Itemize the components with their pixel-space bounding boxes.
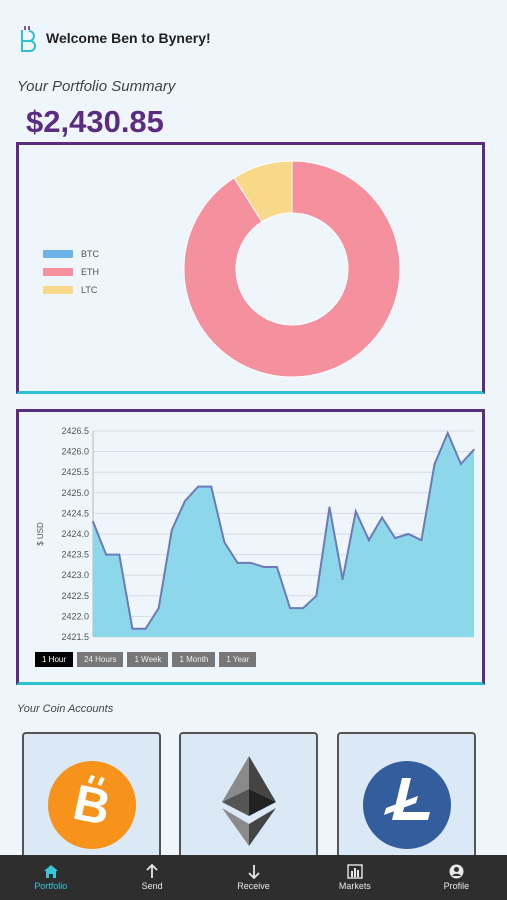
price-point[interactable] [446, 432, 449, 434]
y-tick-label: 2422.5 [61, 591, 89, 601]
user-icon [449, 864, 464, 879]
price-point[interactable] [262, 566, 265, 568]
bitcoin-account-card[interactable]: B [22, 732, 161, 862]
nav-receive[interactable]: Receive [203, 855, 304, 900]
y-axis-label: $ USD [36, 522, 45, 546]
price-point[interactable] [276, 566, 278, 568]
legend-swatch-btc [43, 250, 73, 258]
time-range-selector: 1 Hour 24 Hours 1 Week 1 Month 1 Year [35, 652, 257, 667]
y-tick-label: 2424.5 [61, 508, 89, 518]
y-tick-label: 2423.0 [61, 570, 89, 580]
bottom-navigation: Portfolio Send Receive Markets Profile [0, 855, 507, 900]
bitcoin-icon: B [47, 761, 136, 849]
price-point[interactable] [315, 595, 318, 597]
y-tick-label: 2422.0 [61, 611, 89, 621]
price-point[interactable] [473, 448, 475, 451]
price-point[interactable] [433, 463, 436, 465]
price-line [92, 430, 475, 630]
price-point[interactable] [289, 607, 291, 609]
range-1-hour-button[interactable]: 1 Hour [35, 652, 74, 667]
nav-label-receive: Receive [237, 881, 270, 891]
legend-label-btc: BTC [81, 249, 99, 259]
nav-label-markets: Markets [338, 881, 371, 891]
price-point[interactable] [171, 529, 173, 531]
bynery-logo-icon [21, 26, 36, 52]
arrow-up-icon [146, 864, 158, 878]
price-point[interactable] [157, 607, 160, 609]
bar-chart-icon [347, 864, 363, 879]
litecoin-icon [362, 761, 451, 849]
price-point[interactable] [92, 520, 94, 523]
price-area-fill [93, 433, 474, 637]
home-icon [43, 865, 58, 878]
nav-send[interactable]: Send [101, 855, 202, 900]
price-point[interactable] [394, 537, 396, 539]
legend-swatch-eth [43, 268, 73, 276]
price-point[interactable] [381, 516, 383, 519]
nav-portfolio[interactable]: Portfolio [0, 855, 101, 900]
arrow-down-icon [247, 865, 260, 879]
allocation-donut-card: BTC ETH LTC [16, 142, 485, 394]
app-header: Welcome Ben to Bynery! [0, 0, 507, 70]
coin-accounts-title: Your Coin Accounts [17, 703, 114, 715]
price-point[interactable] [197, 485, 199, 488]
litecoin-account-card[interactable] [337, 732, 476, 862]
price-point[interactable] [341, 578, 344, 581]
y-tick-label: 2424.0 [61, 529, 89, 539]
nav-profile[interactable]: Profile [406, 855, 507, 900]
y-tick-label: 2426.5 [61, 426, 89, 436]
nav-label-send: Send [141, 881, 163, 891]
price-point[interactable] [131, 627, 134, 630]
price-point[interactable] [210, 485, 213, 488]
price-chart-card: 2426.5 2426.0 2425.5 2425.0 2424.5 2424.0 2423… [16, 409, 485, 685]
legend-item-eth[interactable]: ETH [43, 263, 99, 281]
price-point[interactable] [144, 627, 147, 630]
ethereum-icon [221, 756, 276, 846]
nav-markets[interactable]: Markets [304, 855, 405, 900]
portfolio-summary-title: Your Portfolio Summary [17, 78, 176, 95]
range-1-month-button[interactable]: 1 Month [172, 652, 216, 667]
price-point[interactable] [184, 500, 186, 502]
price-point[interactable] [249, 562, 252, 564]
nav-label-profile: Profile [443, 881, 470, 891]
y-tick-label: 2425.0 [61, 488, 89, 498]
legend-label-ltc: LTC [81, 285, 98, 295]
price-point[interactable] [118, 553, 121, 556]
nav-label-portfolio: Portfolio [34, 881, 68, 891]
price-point[interactable] [368, 539, 370, 541]
price-point[interactable] [223, 541, 226, 544]
range-1-week-button[interactable]: 1 Week [127, 652, 169, 667]
legend-label-eth: ETH [81, 267, 99, 277]
y-tick-label: 2423.5 [61, 550, 89, 560]
ethereum-account-card[interactable] [179, 732, 318, 862]
donut-slice-ltc[interactable] [233, 160, 293, 223]
price-point[interactable] [354, 510, 357, 513]
donut-slice-eth[interactable] [183, 160, 401, 378]
price-point[interactable] [236, 562, 239, 564]
legend-swatch-ltc [43, 286, 73, 294]
price-point[interactable] [407, 533, 410, 535]
y-tick-label: 2426.0 [61, 447, 89, 457]
range-24-hours-button[interactable]: 24 Hours [77, 652, 124, 667]
y-tick-label: 2425.5 [61, 467, 89, 477]
price-line-chart: 2426.5 2426.0 2425.5 2425.0 2424.5 2424.0 2423… [36, 426, 475, 642]
price-point[interactable] [105, 553, 107, 556]
donut-legend: BTC ETH LTC [43, 245, 99, 299]
price-point[interactable] [302, 607, 305, 609]
price-point[interactable] [328, 506, 331, 509]
legend-item-ltc[interactable]: LTC [43, 281, 99, 299]
portfolio-total: $2,430.85 [26, 104, 164, 139]
allocation-donut-chart [183, 160, 401, 378]
welcome-text: Welcome Ben to Bynery! [46, 30, 211, 46]
y-tick-label: 2421.5 [61, 632, 89, 642]
price-point[interactable] [420, 539, 423, 541]
legend-item-btc[interactable]: BTC [43, 245, 99, 263]
range-1-year-button[interactable]: 1 Year [219, 652, 257, 667]
price-point[interactable] [460, 463, 462, 465]
